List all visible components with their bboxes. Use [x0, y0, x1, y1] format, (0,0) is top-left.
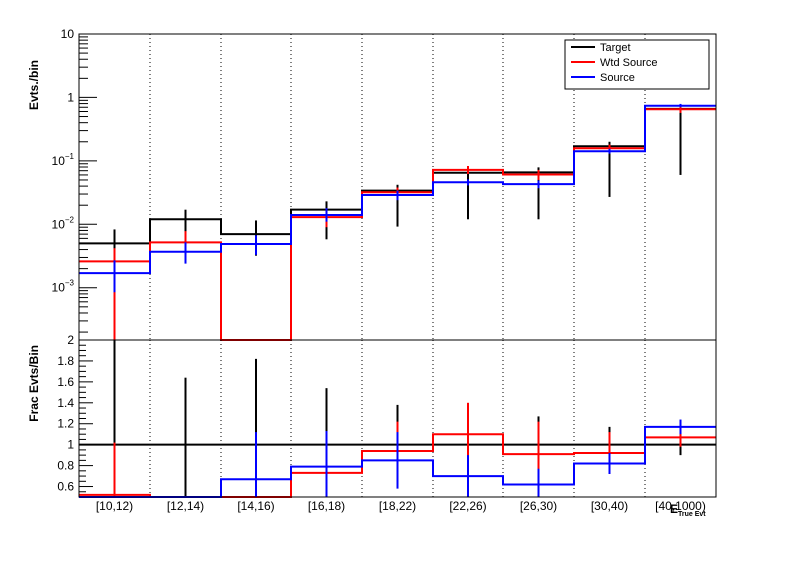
legend-entry-source: Source: [571, 72, 635, 84]
x-tick-label: [26,30): [520, 499, 557, 513]
x-axis-label-subscript: True Evt: [678, 511, 706, 518]
y-tick-label-base: 10: [61, 27, 75, 41]
y-tick-label: 1: [67, 90, 74, 104]
x-tick-label: [16,18): [308, 499, 345, 513]
legend-box: [564, 39, 710, 90]
x-axis-label-main: E: [670, 502, 678, 516]
y-tick-label-exponent: −2: [65, 215, 75, 224]
x-tick-label: [10,12): [96, 499, 133, 513]
y-tick-label: 0.8: [57, 459, 74, 473]
y-tick-label: 0.6: [57, 480, 74, 494]
x-axis-label: ETrue Evt: [670, 502, 706, 518]
y-tick-label: 2: [67, 333, 74, 347]
y-tick-label-base: 10: [52, 281, 66, 295]
y-tick-label: 10: [61, 27, 75, 41]
legend-entry-target: Target: [571, 42, 631, 54]
x-tick-label: [12,14): [167, 499, 204, 513]
y-tick-label: 1: [67, 438, 74, 452]
legend-entry-wtd-source: Wtd Source: [571, 57, 657, 69]
x-tick-label: [22,26): [449, 499, 486, 513]
x-tick-label: [40,1000): [655, 499, 706, 513]
x-tick-label: [30,40): [591, 499, 628, 513]
bottom-y-ticks: 0.6 0.8 1 1.2 1.4 1.6 1.8 2: [57, 333, 93, 498]
legend-label: Source: [600, 72, 635, 84]
y-tick-label-exponent: −3: [65, 279, 75, 288]
y-tick-label: 1.4: [57, 396, 74, 410]
series-line: [79, 425, 716, 498]
legend-label: Target: [600, 42, 631, 54]
y-tick-label: 1.8: [57, 354, 74, 368]
legend-label: Wtd Source: [600, 57, 657, 69]
x-tick-labels: [10,12) [12,14) [14,16) [16,18) [18,22) [22,2…: [96, 499, 706, 513]
y-tick-label-base: 10: [52, 154, 66, 168]
y-tick-label: 1.2: [57, 417, 74, 431]
y-tick-label-base: 10: [52, 217, 66, 231]
top-series: [79, 103, 716, 341]
top-y-axis-label: Evts./bin: [27, 60, 41, 110]
y-tick-label: 10−1: [52, 152, 75, 168]
bottom-panel: 0.6 0.8 1 1.2 1.4 1.6 1.8 2 [10,12) [12,14) [14,1…: [27, 333, 717, 518]
legend: Target Wtd Source Source: [564, 39, 710, 90]
y-tick-label-exponent: −1: [65, 152, 75, 161]
x-tick-label: [14,16): [237, 499, 274, 513]
y-tick-label: 1.6: [57, 375, 74, 389]
y-tick-label-base: 1: [67, 90, 74, 104]
x-tick-label: [18,22): [379, 499, 416, 513]
y-tick-label: 10−3: [52, 279, 75, 295]
bottom-y-axis-label: Frac Evts/Bin: [27, 345, 41, 422]
y-tick-label: 10−2: [52, 215, 75, 231]
